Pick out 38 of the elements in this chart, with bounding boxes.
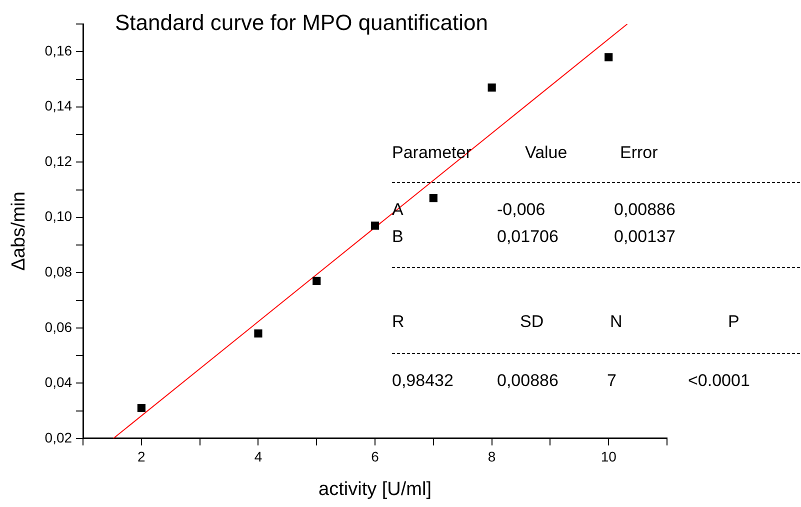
annotation: N [610,312,622,332]
y-tick-label: 0,14 [44,98,72,114]
annotation: 0,98432 [392,371,454,391]
chart-title: Standard curve for MPO quantification [115,10,488,36]
annotation: Error [620,143,658,163]
point [604,53,613,62]
x-axis-title: activity [U/ml] [318,478,432,500]
y-tick-label: 0,10 [44,208,72,224]
y-tick-label: 0,06 [44,318,72,335]
annotation: 0,00137 [614,227,676,247]
y-tick-label: 0,02 [44,429,72,446]
point [254,329,262,338]
x-tick-label: 2 [138,448,146,465]
y-axis-title: Δabs/min [8,192,30,271]
annotation: 0,00886 [497,371,558,391]
annotation: 7 [607,371,616,391]
point [137,404,146,412]
annotation: 0,01706 [497,227,558,247]
point [312,276,321,285]
x-tick-label: 4 [254,448,262,465]
point [488,84,496,92]
x-tick-label: 6 [371,448,380,465]
y-tick-label: 0,16 [44,42,72,58]
x-tick-label: 8 [488,448,496,465]
text: P [728,312,740,332]
annotation: 0,00886 [614,200,676,220]
y-tick-label: 0,04 [44,374,72,390]
text: <0.0001 [688,371,750,391]
annotation: B [392,227,404,247]
y-tick-label: 0,12 [44,152,72,169]
annotation: Value [525,143,568,163]
annotation: -0,006 [497,200,546,220]
annotation: R [392,312,404,332]
point [429,194,438,202]
x-tick-label: 10 [600,448,617,465]
point [370,222,380,230]
annotation: SD [520,312,544,332]
y-tick-label: 0,08 [44,264,72,280]
